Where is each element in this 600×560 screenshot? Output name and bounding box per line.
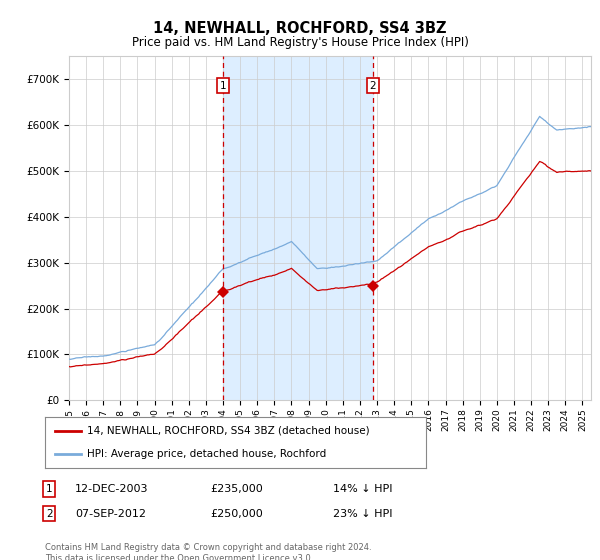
Bar (223, 56, 373, 400)
Text: £250,000: £250,000 (210, 508, 263, 519)
Text: HPI: Average price, detached house, Rochford: HPI: Average price, detached house, Roch… (87, 449, 326, 459)
Text: £235,000: £235,000 (210, 484, 263, 494)
Text: Price paid vs. HM Land Registry's House Price Index (HPI): Price paid vs. HM Land Registry's House … (131, 36, 469, 49)
Text: 14, NEWHALL, ROCHFORD, SS4 3BZ: 14, NEWHALL, ROCHFORD, SS4 3BZ (153, 21, 447, 36)
Text: 14, NEWHALL, ROCHFORD, SS4 3BZ (detached house): 14, NEWHALL, ROCHFORD, SS4 3BZ (detached… (87, 426, 370, 436)
Text: 23% ↓ HPI: 23% ↓ HPI (333, 508, 392, 519)
Text: 2: 2 (46, 508, 53, 519)
Text: 1: 1 (220, 81, 226, 91)
Text: 2: 2 (370, 81, 376, 91)
Text: 07-SEP-2012: 07-SEP-2012 (75, 508, 146, 519)
Text: Contains HM Land Registry data © Crown copyright and database right 2024.
This d: Contains HM Land Registry data © Crown c… (45, 543, 371, 560)
Text: 14% ↓ HPI: 14% ↓ HPI (333, 484, 392, 494)
Text: 12-DEC-2003: 12-DEC-2003 (75, 484, 149, 494)
Text: 1: 1 (46, 484, 53, 494)
